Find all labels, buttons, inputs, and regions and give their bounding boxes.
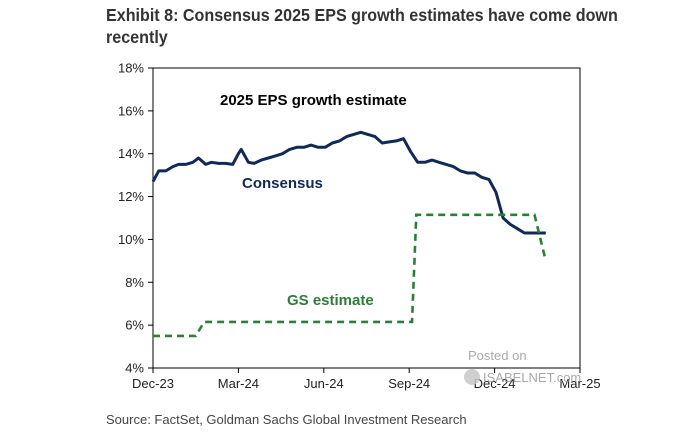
watermark-site: ISABELNET.com bbox=[483, 370, 581, 385]
y-tick-label: 8% bbox=[125, 275, 144, 290]
series-consensus-line bbox=[151, 130, 546, 235]
x-axis: Dec-23 Mar-24 Jun-24 Sep-24 Dec-24 Mar-25 bbox=[132, 368, 601, 391]
plot-frame bbox=[152, 67, 581, 369]
watermark-globe-icon bbox=[464, 369, 480, 385]
x-tick-label: Dec-24 bbox=[474, 376, 516, 391]
y-tick-label: 16% bbox=[118, 103, 144, 118]
consensus-label: Consensus bbox=[242, 175, 323, 192]
watermark-posted-on: Posted on bbox=[468, 348, 527, 363]
y-tick-label: 14% bbox=[118, 146, 144, 161]
y-tick-label: 6% bbox=[125, 318, 144, 333]
y-tick-label: 18% bbox=[118, 61, 144, 76]
y-tick-label: 4% bbox=[125, 361, 144, 376]
x-tick-label: Dec-23 bbox=[132, 376, 174, 391]
y-tick-label: 12% bbox=[118, 189, 144, 204]
x-tick-label: Mar-25 bbox=[559, 376, 600, 391]
y-tick-label: 10% bbox=[118, 232, 144, 247]
x-tick-label: Jun-24 bbox=[304, 376, 344, 391]
gs-estimate-label: GS estimate bbox=[287, 292, 374, 309]
x-tick-label: Mar-24 bbox=[218, 376, 259, 391]
source-note: Source: FactSet, Goldman Sachs Global In… bbox=[106, 412, 467, 427]
watermark: Posted on ISABELNET.com bbox=[464, 348, 581, 385]
y-axis: 4% 6% 8% 10% 12% 14% 16% 18% bbox=[118, 61, 153, 376]
series-gs-estimate-line bbox=[153, 213, 548, 338]
x-tick-label: Sep-24 bbox=[388, 376, 430, 391]
exhibit-title: Exhibit 8: Consensus 2025 EPS growth est… bbox=[106, 5, 618, 47]
chart-title: 2025 EPS growth estimate bbox=[220, 92, 407, 109]
